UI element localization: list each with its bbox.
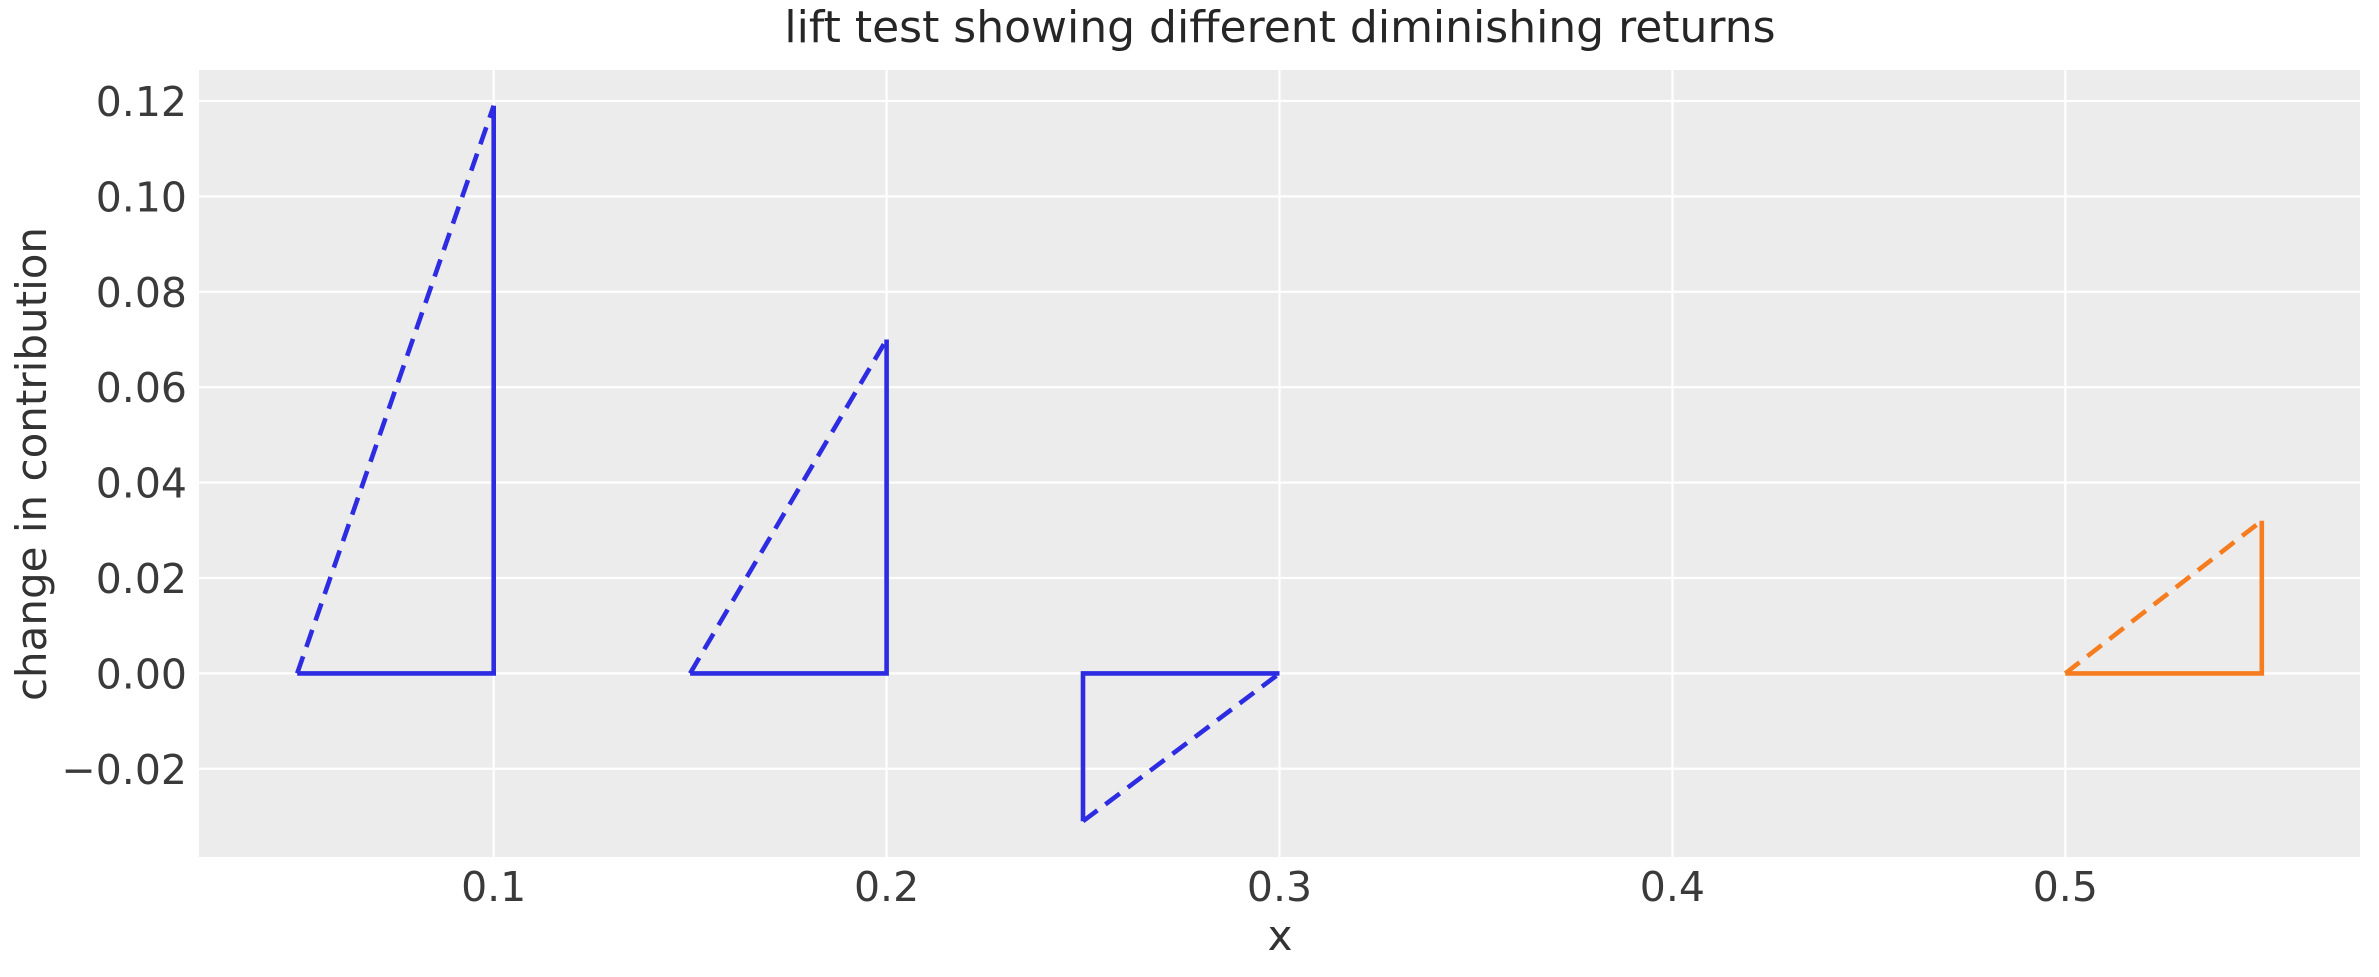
y-tick-label: 0.08 [96,269,187,317]
x-axis-label: x [1268,911,1293,960]
y-tick-label: 0.04 [96,460,187,508]
x-axis-ticks: 0.1 0.2 0.3 0.4 0.5 [461,863,2098,911]
chart-title: lift test showing different diminishing … [784,2,1775,53]
x-tick-label: 0.4 [1640,863,1705,911]
y-axis-label: change in contribution [7,227,56,701]
lift-triangle-4-dashed [2063,518,2264,676]
y-axis-ticks: −0.02 0.00 0.02 0.04 0.06 0.08 0.10 0.12 [61,78,187,794]
x-tick-label: 0.1 [461,863,526,911]
lift-triangle-3-dashed [1081,671,1281,824]
lift-triangle-3-solid [1080,671,1280,822]
lift-triangle-1-solid [297,105,496,676]
lift-triangle-2-dashed [688,338,889,675]
x-tick-label: 0.2 [854,863,919,911]
y-tick-label: 0.06 [96,364,187,412]
y-tick-label: 0.12 [96,78,187,126]
gridlines [199,70,2360,857]
x-tick-label: 0.5 [2033,863,2098,911]
lift-triangle-2-solid [690,339,889,676]
y-tick-label: 0.02 [96,555,187,603]
triangle-series [295,105,2265,824]
y-tick-label: −0.02 [61,746,187,794]
lift-triangle-1-dashed [295,105,496,675]
y-tick-label: 0.10 [96,173,187,221]
x-tick-label: 0.3 [1247,863,1312,911]
y-tick-label: 0.00 [96,650,187,698]
lift-triangle-4-solid [2065,520,2265,676]
